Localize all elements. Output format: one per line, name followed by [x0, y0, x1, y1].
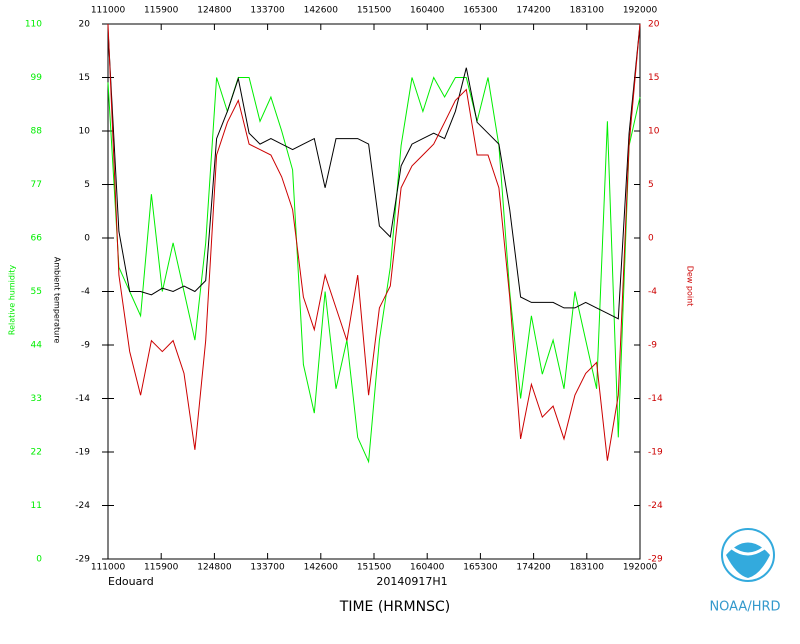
y3-tick-label: 77 [31, 180, 42, 190]
axis-label: Dew point [686, 266, 695, 307]
x-top-tick-label: 133700 [250, 6, 285, 16]
y2-tick-label: 0 [648, 234, 654, 244]
x-tick-label: 160400 [410, 563, 445, 573]
x-top-tick-label: 151500 [357, 6, 392, 16]
y-tick-label: -24 [75, 501, 90, 511]
y3-tick-label: 110 [25, 20, 42, 30]
series-line [107, 23, 641, 320]
x-top-tick-label: 124800 [197, 6, 232, 16]
y-tick-label: -9 [81, 341, 90, 351]
series-line [107, 23, 641, 461]
x-tick-label: 111000 [91, 563, 126, 573]
y3-tick-label: 66 [31, 234, 43, 244]
x-top-tick-label: 160400 [410, 6, 445, 16]
x-tick-label: 124800 [197, 563, 232, 573]
storm-name: Edouard [108, 575, 154, 588]
y3-tick-label: 88 [31, 127, 43, 137]
y2-tick-label: 15 [648, 73, 659, 83]
y3-tick-label: 99 [31, 73, 43, 83]
x-top-tick-label: 111000 [91, 6, 126, 16]
y-tick-label: -4 [81, 287, 90, 297]
y3-tick-label: 33 [31, 394, 42, 404]
y-tick-label: 0 [84, 234, 90, 244]
y3-tick-label: 11 [31, 501, 42, 511]
y2-tick-label: 20 [648, 20, 660, 30]
x-tick-label: 151500 [357, 563, 392, 573]
x-tick-label: 183100 [570, 563, 605, 573]
noaa-logo [721, 528, 775, 582]
x-top-tick-label: 115900 [144, 6, 179, 16]
x-top-tick-label: 142600 [304, 6, 339, 16]
axis-label: Ambient temperature [53, 257, 62, 344]
y-tick-label: 15 [79, 73, 90, 83]
x-axis-label: TIME (HRMNSC) [339, 599, 450, 615]
flight-id: 20140917H1 [376, 575, 447, 588]
series-line [107, 76, 641, 464]
y-tick-label: -29 [75, 555, 90, 565]
y3-tick-label: 44 [31, 341, 43, 351]
x-top-tick-label: 174200 [516, 6, 551, 16]
x-tick-label: 142600 [304, 563, 339, 573]
x-top-tick-label: 183100 [570, 6, 605, 16]
y-tick-label: -19 [75, 448, 90, 458]
y2-tick-label: -24 [648, 501, 663, 511]
x-tick-label: 165300 [463, 563, 498, 573]
y3-tick-label: 22 [31, 448, 42, 458]
x-tick-label: 133700 [250, 563, 285, 573]
y-tick-label: -14 [75, 394, 90, 404]
axis-label: Relative humidity [8, 265, 17, 335]
y3-tick-label: 55 [31, 287, 42, 297]
y2-tick-label: -9 [648, 341, 657, 351]
x-top-tick-label: 165300 [463, 6, 498, 16]
y3-tick-label: 0 [36, 555, 42, 565]
y-tick-label: 10 [79, 127, 91, 137]
x-tick-label: 174200 [516, 563, 551, 573]
plot-frame [107, 23, 641, 560]
y2-tick-label: -29 [648, 555, 663, 565]
x-top-tick-label: 192000 [623, 6, 658, 16]
y2-tick-label: -4 [648, 287, 657, 297]
y-tick-label: 5 [84, 180, 90, 190]
y2-tick-label: -14 [648, 394, 663, 404]
y2-tick-label: -19 [648, 448, 663, 458]
x-tick-label: 192000 [623, 563, 658, 573]
y2-tick-label: 5 [648, 180, 654, 190]
agency-label: NOAA/HRD [709, 600, 780, 615]
y2-tick-label: 10 [648, 127, 660, 137]
x-tick-label: 115900 [144, 563, 179, 573]
y-tick-label: 20 [79, 20, 91, 30]
